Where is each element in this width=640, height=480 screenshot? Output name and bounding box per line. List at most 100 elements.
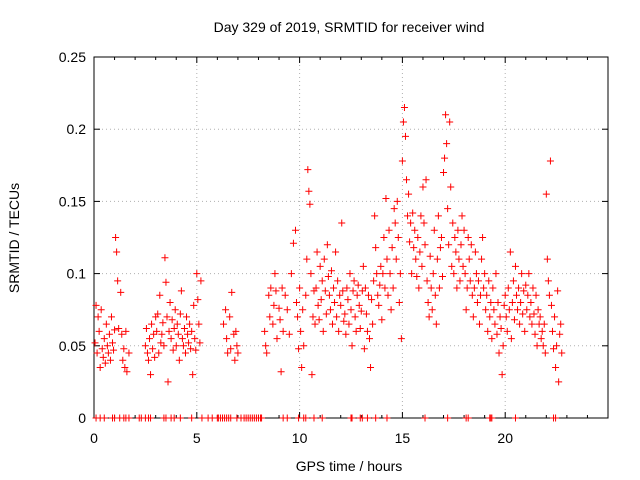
data-point <box>99 353 107 361</box>
data-point <box>262 342 270 350</box>
data-point <box>483 291 491 299</box>
data-point <box>336 291 344 299</box>
data-point <box>378 316 386 324</box>
data-point <box>276 316 284 324</box>
data-point <box>498 371 506 379</box>
data-point <box>510 316 518 324</box>
data-point <box>261 327 269 335</box>
data-point <box>373 270 381 278</box>
data-point <box>197 277 205 285</box>
data-point <box>525 270 533 278</box>
data-point <box>377 262 385 270</box>
data-point <box>231 356 239 364</box>
data-point <box>102 320 110 328</box>
data-point <box>390 205 398 213</box>
data-point <box>362 310 370 318</box>
data-point <box>331 298 339 306</box>
data-point <box>414 234 422 241</box>
data-point <box>474 277 482 285</box>
data-point <box>146 335 154 343</box>
data-point <box>445 241 453 249</box>
zero-data-point <box>464 414 472 422</box>
data-point <box>384 291 392 299</box>
data-point <box>553 342 561 350</box>
data-point <box>179 342 187 350</box>
data-point <box>187 345 195 353</box>
data-point <box>509 277 517 285</box>
x-tick-label: 15 <box>395 430 411 446</box>
data-point <box>500 301 508 309</box>
data-point <box>557 320 565 328</box>
data-point <box>110 346 118 354</box>
data-point <box>94 313 102 321</box>
data-point <box>328 320 336 328</box>
data-point <box>159 319 167 327</box>
data-point <box>172 342 180 350</box>
data-point <box>386 270 394 278</box>
data-point <box>479 234 487 241</box>
data-point <box>404 212 412 220</box>
data-point <box>530 310 538 318</box>
data-point <box>502 313 510 321</box>
data-point <box>195 320 203 328</box>
data-point <box>468 291 476 299</box>
data-point <box>307 270 315 278</box>
x-tick-label: 20 <box>497 430 513 446</box>
data-point <box>428 306 436 314</box>
data-point <box>546 157 554 165</box>
gridlines <box>94 57 608 418</box>
data-point <box>165 327 173 335</box>
zero-value-points <box>92 414 560 422</box>
data-point <box>358 287 366 295</box>
data-point <box>387 306 395 314</box>
data-point <box>420 219 428 227</box>
data-point <box>409 209 417 217</box>
data-point <box>410 244 418 252</box>
data-point <box>451 234 459 241</box>
data-point <box>457 241 465 249</box>
data-point <box>469 313 477 321</box>
data-point <box>293 298 301 306</box>
data-point <box>277 368 285 376</box>
data-point <box>519 310 527 318</box>
x-tick-label: 5 <box>193 430 201 446</box>
data-point <box>544 277 552 285</box>
data-point <box>322 310 330 318</box>
data-point <box>426 252 434 260</box>
data-point <box>487 298 495 306</box>
data-point <box>104 349 112 357</box>
data-point <box>154 310 162 318</box>
zero-data-point <box>444 414 452 422</box>
data-point <box>367 363 375 371</box>
data-point <box>492 270 500 278</box>
data-point <box>418 262 426 270</box>
data-point <box>170 324 178 332</box>
data-point <box>296 284 304 292</box>
zero-data-point <box>125 414 133 422</box>
data-point <box>175 356 183 364</box>
data-point <box>461 270 469 278</box>
data-point <box>383 255 391 263</box>
data-point <box>192 346 200 354</box>
data-point <box>353 291 361 299</box>
data-point <box>470 284 478 292</box>
data-point <box>283 306 291 314</box>
data-point <box>190 301 198 309</box>
data-point <box>375 301 383 309</box>
data-point <box>443 140 451 148</box>
data-point <box>327 267 335 275</box>
data-point <box>399 118 407 126</box>
data-point <box>359 262 367 270</box>
data-point <box>228 288 236 296</box>
data-point <box>524 291 532 299</box>
zero-data-point <box>488 414 496 422</box>
data-points <box>91 104 566 386</box>
data-point <box>348 342 356 350</box>
zero-data-point <box>170 414 178 422</box>
data-point <box>391 219 399 227</box>
data-point <box>323 241 331 249</box>
data-point <box>471 248 479 256</box>
data-point <box>183 313 191 321</box>
data-point <box>499 342 507 350</box>
data-point <box>526 313 534 321</box>
